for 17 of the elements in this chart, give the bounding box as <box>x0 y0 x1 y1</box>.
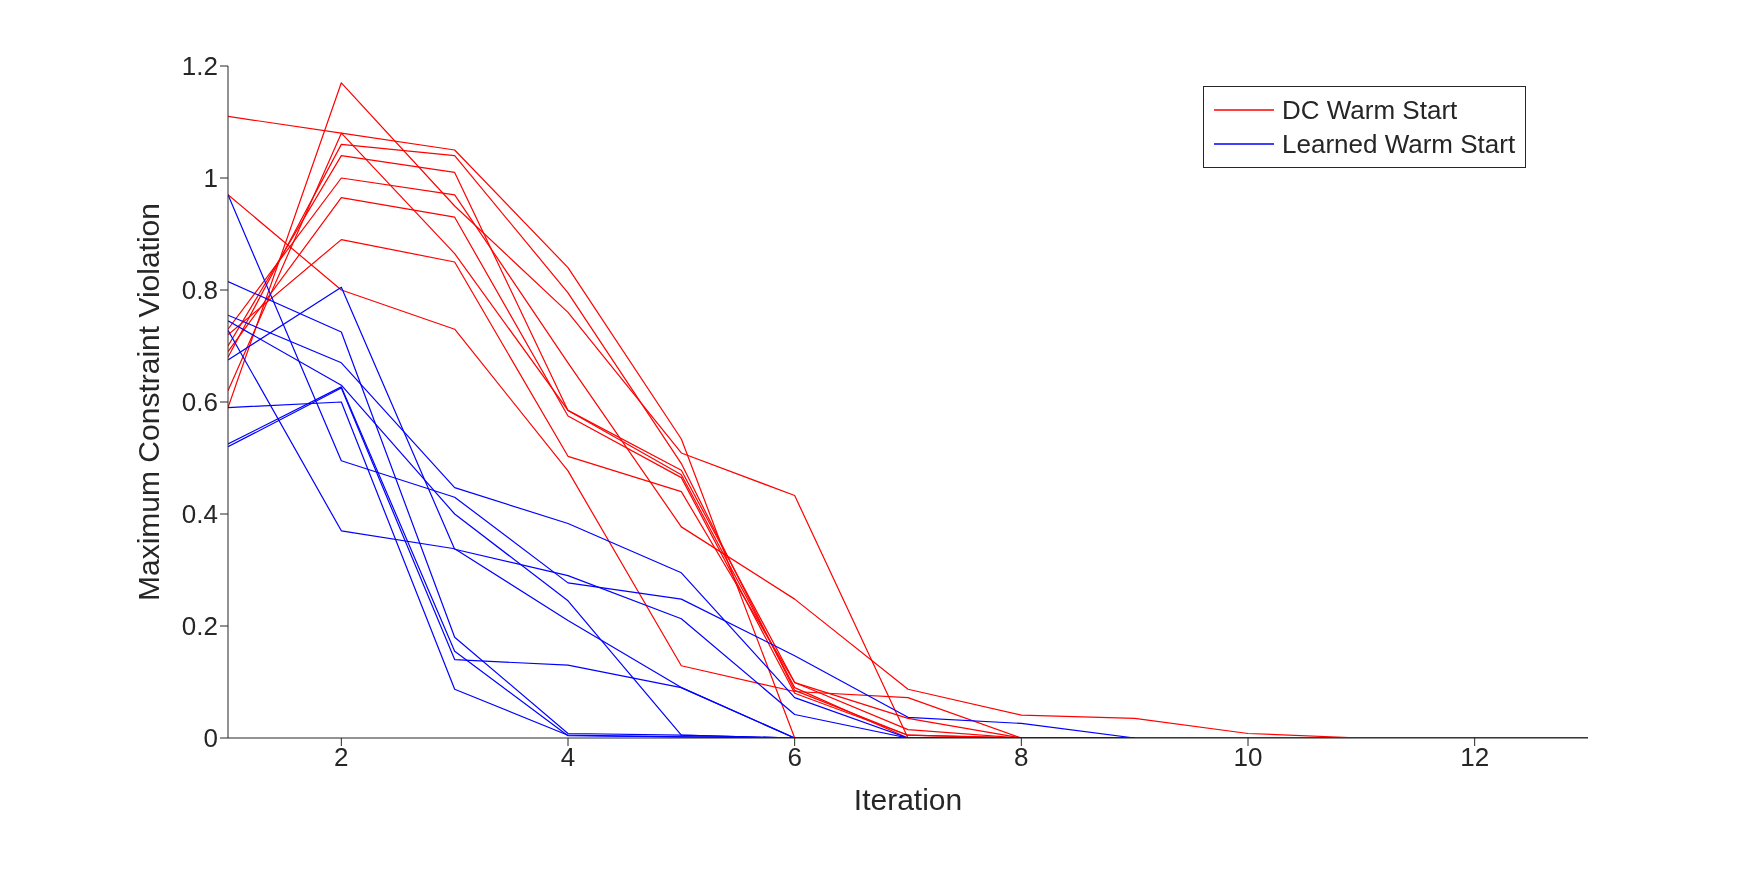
y-tick-label: 1.2 <box>181 51 218 82</box>
legend-label: DC Warm Start <box>1282 94 1458 127</box>
x-tick-label: 4 <box>560 742 576 773</box>
y-tick-label: 0 <box>203 723 218 754</box>
x-tick-label: 10 <box>1233 742 1263 773</box>
y-tick-label: 0.4 <box>181 499 218 530</box>
y-axis-title: Maximum Constraint Violation <box>131 203 165 601</box>
x-tick-label: 2 <box>334 742 349 773</box>
x-tick-label: 6 <box>787 742 802 773</box>
legend-label: Learned Warm Start <box>1282 128 1516 161</box>
x-axis-title: Iteration <box>853 783 963 816</box>
x-tick-label: 12 <box>1460 742 1490 773</box>
x-tick-label: 8 <box>1014 742 1029 773</box>
y-tick-label: 1 <box>203 163 218 194</box>
y-tick-label: 0.8 <box>181 275 218 306</box>
y-tick-label: 0.2 <box>181 611 218 642</box>
y-tick-label: 0.6 <box>181 387 218 418</box>
